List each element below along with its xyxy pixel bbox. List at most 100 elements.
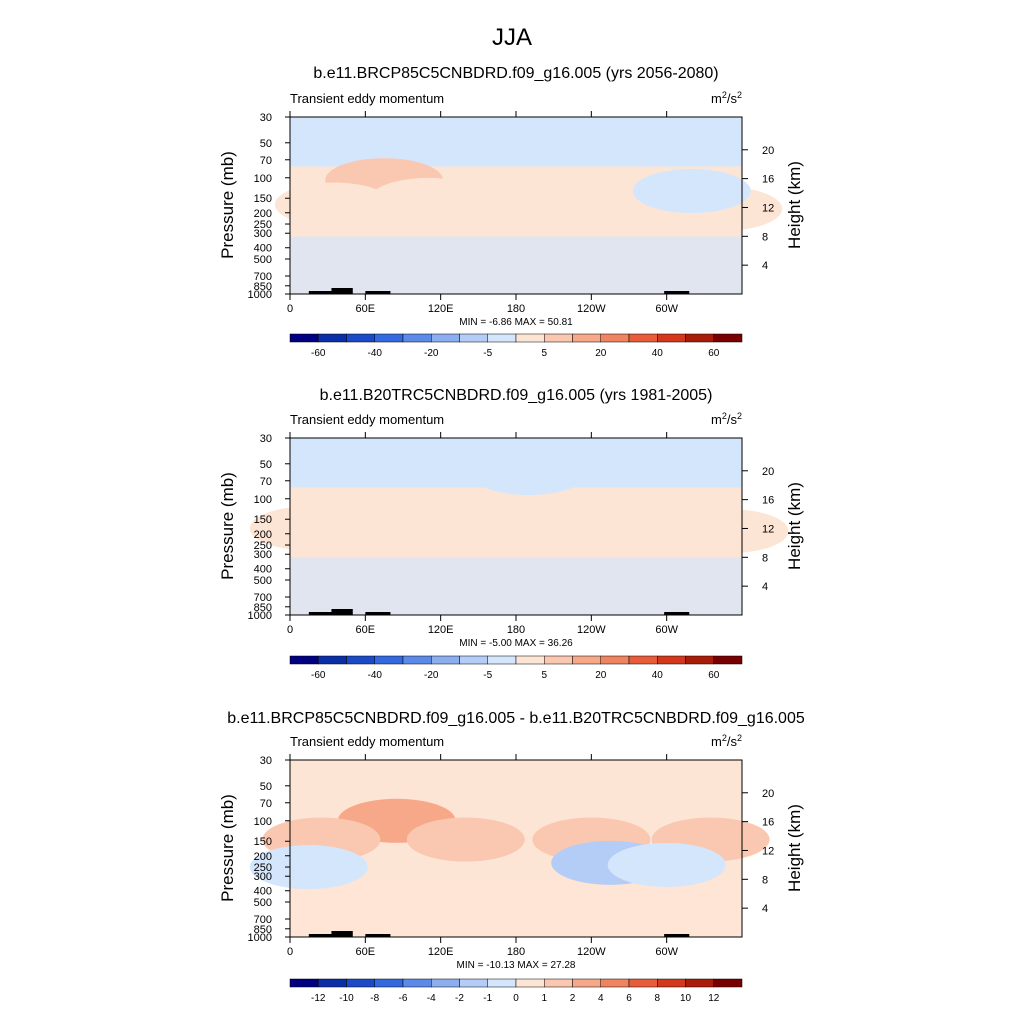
colorbar-box xyxy=(685,978,714,988)
colorbar-label: -6 xyxy=(399,993,408,1004)
y-tick-label: 850 xyxy=(254,924,272,936)
colorbar-box xyxy=(459,655,488,665)
colorbar-label: -40 xyxy=(368,670,383,681)
x-tick-label: 0 xyxy=(287,624,293,636)
panel-left-label: Transient eddy momentum xyxy=(290,734,444,749)
y-tick-label: 300 xyxy=(254,228,272,240)
y2-tick-label: 12 xyxy=(762,845,774,857)
colorbar-box xyxy=(685,655,714,665)
y-tick-label: 200 xyxy=(254,208,272,220)
field-upper-band xyxy=(290,117,742,167)
y-tick-label: 70 xyxy=(260,476,272,488)
colorbar-box xyxy=(600,978,630,988)
y-tick-label: 150 xyxy=(254,836,272,848)
colorbar-box xyxy=(657,655,686,665)
y-tick-label: 300 xyxy=(254,871,272,883)
y-tick-label: 100 xyxy=(254,816,272,828)
x-tick-label: 120E xyxy=(428,624,454,636)
y-axis-label: Pressure (mb) xyxy=(218,472,237,580)
y-tick-label: 300 xyxy=(254,549,272,561)
y2-tick-label: 20 xyxy=(762,466,774,478)
colorbar-box xyxy=(657,978,686,988)
contour-blob-4 xyxy=(551,505,670,550)
field-lower-band xyxy=(290,557,742,615)
panel-units: m2/s2 xyxy=(711,733,742,749)
y-tick-label: 700 xyxy=(254,592,272,604)
y2-axis-label: Height (km) xyxy=(785,161,804,249)
y2-tick-label: 12 xyxy=(762,202,774,214)
colorbar-label: 60 xyxy=(708,670,720,681)
colorbar-box xyxy=(459,978,488,988)
y2-tick-label: 20 xyxy=(762,788,774,800)
colorbar-box xyxy=(515,333,545,343)
panel-left-label: Transient eddy momentum xyxy=(290,412,444,427)
y-tick-label: 150 xyxy=(254,514,272,526)
colorbar-box xyxy=(628,978,658,988)
colorbar-box xyxy=(487,655,517,665)
panel-title: b.e11.BRCP85C5CNBDRD.f09_g16.005 (yrs 20… xyxy=(313,65,718,82)
colorbar-box xyxy=(374,655,404,665)
colorbar-label: -4 xyxy=(427,993,436,1004)
topography-2 xyxy=(365,934,391,937)
colorbar-box xyxy=(289,655,319,665)
colorbar-label: 5 xyxy=(541,348,547,359)
y2-axis-label: Height (km) xyxy=(785,482,804,570)
colorbar-box xyxy=(346,655,375,665)
colorbar-label: 20 xyxy=(595,670,607,681)
colorbar-label: 6 xyxy=(626,993,632,1004)
y-tick-label: 50 xyxy=(260,459,272,471)
colorbar-label: 60 xyxy=(708,348,720,359)
y2-tick-label: 4 xyxy=(762,581,768,593)
panel-units: m2/s2 xyxy=(711,90,742,106)
contour-blob-7 xyxy=(632,169,751,214)
contour-blob-7 xyxy=(607,842,726,887)
topography-3 xyxy=(664,291,690,294)
y-tick-label: 50 xyxy=(260,138,272,150)
topography-1 xyxy=(308,291,334,294)
colorbar-box xyxy=(346,978,375,988)
y-tick-label: 100 xyxy=(254,494,272,506)
colorbar-box xyxy=(544,978,573,988)
colorbar-label: 8 xyxy=(654,993,660,1004)
colorbar-box xyxy=(346,333,375,343)
colorbar-label: 0 xyxy=(513,993,519,1004)
colorbar-label: -1 xyxy=(483,993,492,1004)
topography-1 xyxy=(308,934,334,937)
colorbar-box xyxy=(515,978,545,988)
colorbar-box xyxy=(374,978,404,988)
x-tick-label: 0 xyxy=(287,303,293,315)
y-tick-label: 50 xyxy=(260,781,272,793)
x-tick-label: 120W xyxy=(577,946,606,958)
x-tick-label: 120E xyxy=(428,946,454,958)
colorbar-box xyxy=(459,333,488,343)
colorbar-box xyxy=(713,333,743,343)
colorbar-box xyxy=(402,333,432,343)
contour-blob-3 xyxy=(375,497,494,542)
colorbar-label: -5 xyxy=(483,348,492,359)
y2-tick-label: 4 xyxy=(762,903,768,915)
y-tick-label: 500 xyxy=(254,897,272,909)
colorbar-box xyxy=(402,978,432,988)
y-tick-label: 1000 xyxy=(248,289,272,301)
y-tick-label: 30 xyxy=(260,433,272,445)
colorbar-box xyxy=(487,978,517,988)
y-tick-label: 700 xyxy=(254,271,272,283)
topography-2 xyxy=(365,612,391,615)
x-tick-label: 0 xyxy=(287,946,293,958)
x-tick-label: 180 xyxy=(507,303,525,315)
x-tick-label: 120W xyxy=(577,303,606,315)
colorbar-box xyxy=(515,655,545,665)
colorbar-label: -20 xyxy=(424,348,439,359)
contour-blob-3 xyxy=(406,817,525,862)
chart-panel-3: b.e11.BRCP85C5CNBDRD.f09_g16.005 - b.e11… xyxy=(218,710,805,1004)
y2-tick-label: 8 xyxy=(762,231,768,243)
colorbar-box xyxy=(318,333,347,343)
colorbar-box xyxy=(572,333,601,343)
colorbar-label: 1 xyxy=(541,993,547,1004)
chart-panel-2: b.e11.B20TRC5CNBDRD.f09_g16.005 (yrs 198… xyxy=(218,387,804,681)
y-tick-label: 250 xyxy=(254,219,272,231)
y-tick-label: 250 xyxy=(254,862,272,874)
y-tick-label: 70 xyxy=(260,798,272,810)
x-tick-label: 180 xyxy=(507,624,525,636)
topography-peak xyxy=(331,609,353,615)
